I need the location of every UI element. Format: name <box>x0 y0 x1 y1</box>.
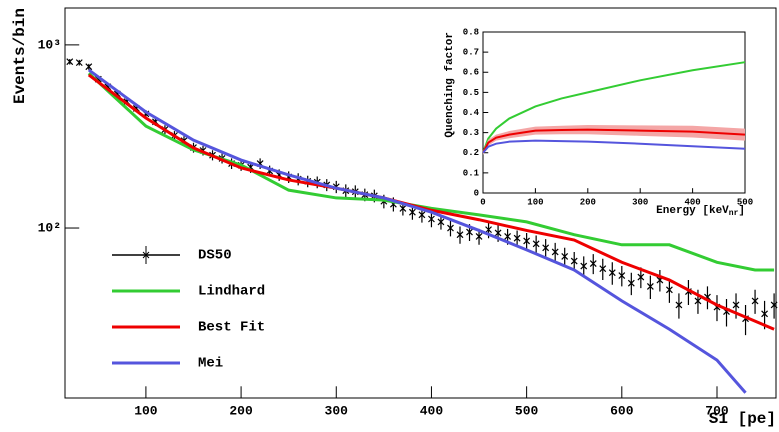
curve <box>87 73 775 331</box>
data-point <box>447 220 454 237</box>
x-tick-label: 200 <box>580 197 596 207</box>
x-tick-label: 500 <box>737 197 753 207</box>
y-tick-label: 10³ <box>38 37 61 52</box>
legend-swatch <box>142 246 150 264</box>
y-tick-label: 0 <box>474 188 479 198</box>
data-point <box>608 262 616 285</box>
curve <box>482 61 746 154</box>
x-tick-label: 0 <box>480 197 485 207</box>
data-point <box>646 275 654 299</box>
x-tick-label: 600 <box>610 403 634 418</box>
data-point <box>561 247 569 267</box>
y-tick-label: 0.8 <box>463 27 479 37</box>
data-point <box>770 293 778 319</box>
curve <box>482 139 746 154</box>
data-point <box>66 58 74 66</box>
data-point <box>542 239 550 258</box>
x-tick-label: 300 <box>325 403 349 418</box>
curve <box>87 68 747 394</box>
y-tick-label: 0.3 <box>463 128 479 138</box>
data-point <box>751 289 759 314</box>
data-point <box>551 242 559 263</box>
data-point <box>580 256 588 278</box>
legend-label: Best Fit <box>198 320 265 336</box>
y-tick-label: 0.4 <box>463 108 480 118</box>
legend-label: Lindhard <box>198 284 265 300</box>
y-tick-label: 0.1 <box>463 168 480 178</box>
data-point <box>627 272 635 296</box>
data-point <box>428 211 435 228</box>
x-axis-label-sub: nr <box>729 209 739 218</box>
data-point <box>599 258 607 281</box>
x-axis-label: Energy [keVnr] <box>656 205 745 218</box>
legend-label: DS50 <box>198 248 232 264</box>
y-tick-label: 0.6 <box>463 68 479 78</box>
curve <box>482 128 746 154</box>
x-tick-label: 100 <box>134 403 158 418</box>
x-axis-label-text: Energy [keV <box>656 205 729 217</box>
data-point <box>618 266 626 287</box>
x-axis-label-end: ] <box>738 205 745 217</box>
x-tick-label: 400 <box>684 197 700 207</box>
data-point <box>532 235 540 254</box>
x-tick-label: 500 <box>515 403 539 418</box>
data-point <box>85 63 93 71</box>
legend-label: Mei <box>198 356 223 372</box>
data-point <box>513 230 521 247</box>
y-tick-label: 0.5 <box>463 88 479 98</box>
x-tick-label: 400 <box>420 403 444 418</box>
error-band <box>483 124 745 155</box>
data-point <box>523 232 531 250</box>
data-point <box>675 293 683 319</box>
y-tick-label: 0.7 <box>463 48 479 58</box>
y-axis-label: Quenching factor <box>444 32 456 138</box>
x-tick-label: 300 <box>632 197 648 207</box>
data-point <box>570 251 578 272</box>
data-point <box>665 278 673 303</box>
y-tick-label: 0.2 <box>463 148 479 158</box>
y-axis-label: Events/bin <box>11 8 29 104</box>
data-point <box>589 254 597 275</box>
data-point <box>75 59 83 67</box>
data-point <box>456 226 464 244</box>
y-tick-label: 10² <box>38 220 61 235</box>
x-tick-label: 100 <box>527 197 543 207</box>
x-tick-label: 700 <box>705 403 729 418</box>
x-tick-label: 200 <box>229 403 253 418</box>
x-axis-label: S1 [pe] <box>709 410 776 428</box>
